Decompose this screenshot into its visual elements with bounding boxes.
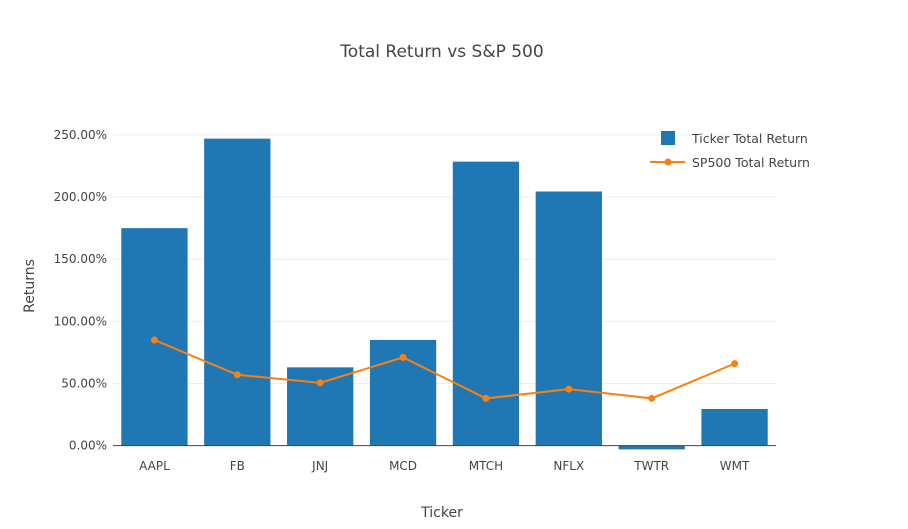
- y-tick-label: 0.00%: [69, 439, 107, 453]
- x-tick-labels: AAPL FB JNJ MCD MTCH NFLX TWTR WMT: [139, 459, 750, 473]
- x-tick-label: MCD: [389, 459, 417, 473]
- chart-title: Total Return vs S&P 500: [339, 42, 543, 62]
- x-tick-label: FB: [230, 459, 245, 473]
- x-tick-label: AAPL: [139, 459, 170, 473]
- y-tick-label: 200.00%: [54, 190, 107, 204]
- x-axis-title: Ticker: [420, 505, 463, 521]
- bar-wmt: [701, 408, 768, 446]
- y-tick-label: 100.00%: [54, 314, 107, 328]
- sp500-point-fb: [233, 371, 241, 379]
- y-tick-label: 250.00%: [54, 128, 107, 142]
- sp500-point-aapl: [150, 336, 158, 344]
- bar-twtr: [618, 445, 685, 450]
- bar-nflx: [535, 191, 602, 446]
- bar-jnj: [287, 367, 354, 446]
- sp500-point-twtr: [648, 394, 656, 402]
- bar-fb: [204, 138, 271, 446]
- bar-mtch: [452, 161, 520, 446]
- x-tick-label: JNJ: [311, 459, 328, 473]
- legend-swatch-bar: [661, 131, 675, 145]
- bar-series: [113, 138, 776, 450]
- x-tick-label: NFLX: [553, 459, 584, 473]
- legend-swatch-marker: [664, 158, 672, 166]
- x-tick-label: MTCH: [469, 459, 503, 473]
- legend: Ticker Total Return SP500 Total Return: [650, 131, 810, 170]
- x-tick-label: TWTR: [633, 459, 669, 473]
- sp500-point-nflx: [565, 385, 573, 393]
- y-tick-label: 50.00%: [61, 377, 107, 391]
- line-series: [150, 336, 739, 402]
- sp500-point-wmt: [731, 360, 739, 368]
- x-tick-label: WMT: [720, 459, 750, 473]
- y-tick-label: 150.00%: [54, 252, 107, 266]
- legend-label-bar: Ticker Total Return: [691, 131, 808, 146]
- y-axis-title: Returns: [22, 259, 38, 313]
- sp500-point-mcd: [399, 353, 407, 361]
- sp500-point-jnj: [316, 379, 324, 387]
- sp500-line: [154, 339, 735, 400]
- y-tick-labels: 0.00% 50.00% 100.00% 150.00% 200.00% 250.00%: [54, 128, 107, 453]
- legend-label-line: SP500 Total Return: [692, 155, 810, 170]
- sp500-point-mtch: [482, 394, 490, 402]
